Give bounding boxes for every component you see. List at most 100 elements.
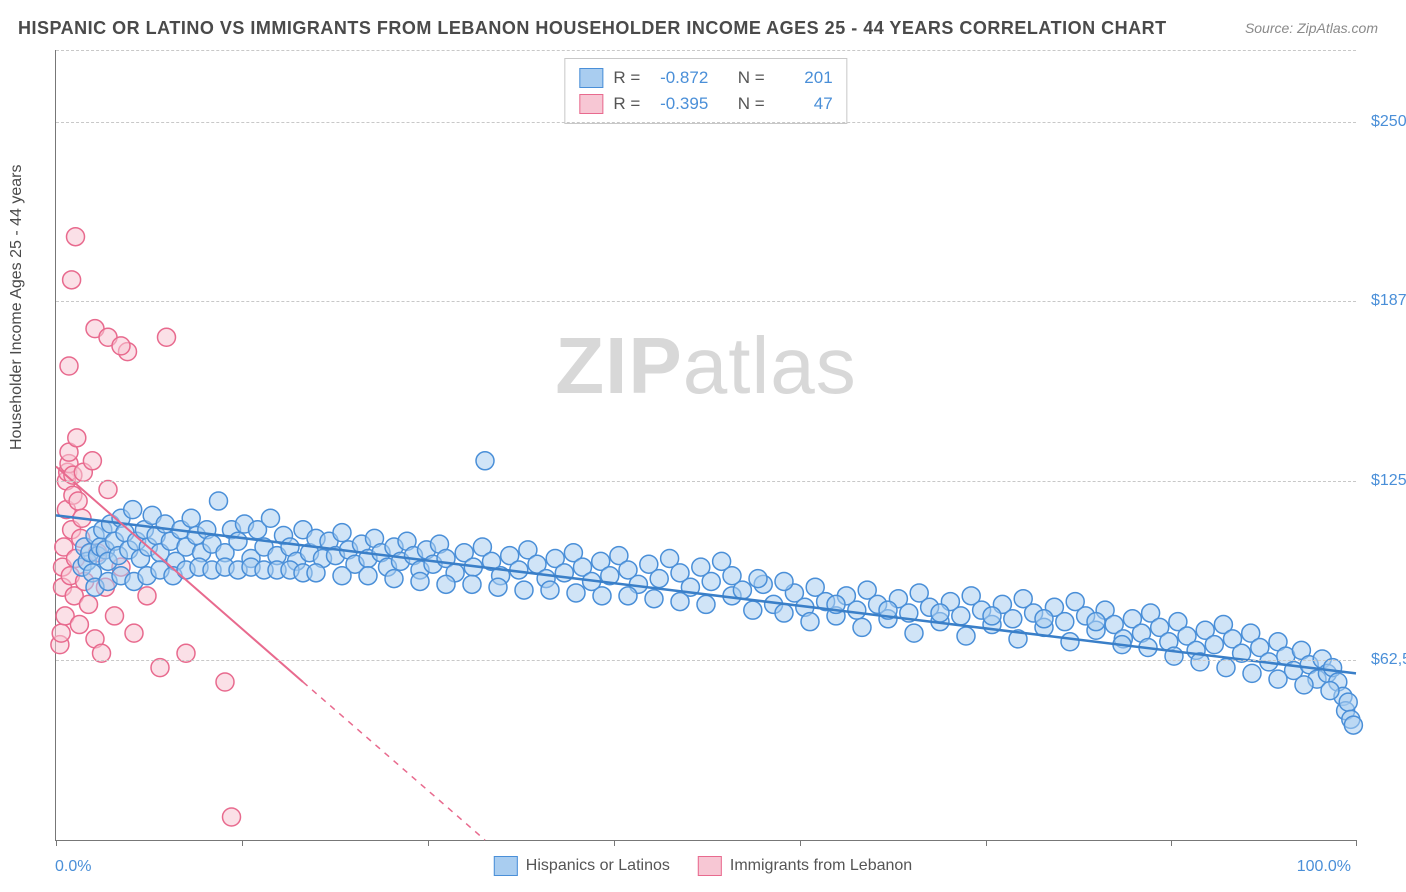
data-point — [1243, 664, 1261, 682]
y-axis-label: Householder Income Ages 25 - 44 years — [8, 165, 26, 451]
data-point — [749, 570, 767, 588]
data-point — [775, 572, 793, 590]
trend-line — [56, 515, 1356, 673]
scatter-svg — [56, 50, 1356, 840]
data-point — [210, 492, 228, 510]
data-point — [1344, 716, 1362, 734]
data-point — [1295, 676, 1313, 694]
data-point — [67, 228, 85, 246]
data-point — [182, 509, 200, 527]
data-point — [307, 564, 325, 582]
data-point — [952, 607, 970, 625]
legend-item: Immigrants from Lebanon — [698, 856, 912, 876]
source-attribution: Source: ZipAtlas.com — [1245, 20, 1378, 36]
y-tick-label: $187,500 — [1361, 292, 1406, 310]
x-tick — [1171, 840, 1172, 846]
data-point — [68, 429, 86, 447]
data-point — [650, 570, 668, 588]
data-point — [744, 601, 762, 619]
data-point — [106, 607, 124, 625]
legend-item: Hispanics or Latinos — [494, 856, 670, 876]
data-point — [489, 578, 507, 596]
data-point — [125, 624, 143, 642]
x-tick — [56, 840, 57, 846]
data-point — [957, 627, 975, 645]
gridline — [56, 301, 1356, 302]
x-tick — [986, 840, 987, 846]
data-point — [112, 337, 130, 355]
data-point — [702, 572, 720, 590]
data-point — [138, 587, 156, 605]
data-point — [983, 607, 1001, 625]
data-point — [229, 532, 247, 550]
data-point — [645, 590, 663, 608]
data-point — [52, 624, 70, 642]
x-tick — [614, 840, 615, 846]
legend-swatch — [698, 856, 722, 876]
data-point — [1004, 610, 1022, 628]
data-point — [619, 587, 637, 605]
data-point — [723, 567, 741, 585]
data-point — [1035, 610, 1053, 628]
data-point — [333, 524, 351, 542]
data-point — [60, 357, 78, 375]
data-point — [411, 572, 429, 590]
data-point — [853, 618, 871, 636]
data-point — [593, 587, 611, 605]
data-point — [1339, 693, 1357, 711]
data-point — [1061, 633, 1079, 651]
gridline — [56, 122, 1356, 123]
gridline — [56, 481, 1356, 482]
data-point — [697, 595, 715, 613]
data-point — [333, 567, 351, 585]
data-point — [262, 509, 280, 527]
data-point — [1087, 613, 1105, 631]
data-point — [385, 570, 403, 588]
x-tick — [1356, 840, 1357, 846]
y-tick-label: $62,500 — [1361, 651, 1406, 669]
data-point — [463, 575, 481, 593]
data-point — [63, 271, 81, 289]
data-point — [158, 328, 176, 346]
data-point — [671, 593, 689, 611]
data-point — [476, 452, 494, 470]
x-tick — [242, 840, 243, 846]
data-point — [124, 501, 142, 519]
y-tick-label: $250,000 — [1361, 113, 1406, 131]
x-tick — [800, 840, 801, 846]
y-tick-label: $125,000 — [1361, 472, 1406, 490]
data-point — [99, 481, 117, 499]
legend-label: Hispanics or Latinos — [526, 857, 670, 875]
data-point — [931, 604, 949, 622]
legend-swatch — [494, 856, 518, 876]
trend-line — [303, 682, 485, 840]
gridline — [56, 660, 1356, 661]
data-point — [1269, 670, 1287, 688]
data-point — [437, 575, 455, 593]
series-legend: Hispanics or Latinos Immigrants from Leba… — [494, 856, 912, 876]
data-point — [567, 584, 585, 602]
data-point — [216, 673, 234, 691]
data-point — [1321, 682, 1339, 700]
data-point — [848, 601, 866, 619]
data-point — [515, 581, 533, 599]
chart-title: HISPANIC OR LATINO VS IMMIGRANTS FROM LE… — [18, 18, 1167, 39]
data-point — [905, 624, 923, 642]
data-point — [83, 452, 101, 470]
data-point — [1056, 613, 1074, 631]
plot-area: ZIPatlas R =-0.872 N =201R =-0.395 N =47… — [55, 50, 1356, 841]
x-axis-max-label: 100.0% — [1297, 858, 1351, 876]
data-point — [70, 616, 88, 634]
data-point — [801, 613, 819, 631]
x-axis-min-label: 0.0% — [55, 858, 91, 876]
data-point — [223, 808, 241, 826]
data-point — [541, 581, 559, 599]
legend-label: Immigrants from Lebanon — [730, 857, 912, 875]
data-point — [1205, 636, 1223, 654]
data-point — [775, 604, 793, 622]
x-tick — [428, 840, 429, 846]
data-point — [80, 595, 98, 613]
data-point — [69, 492, 87, 510]
gridline — [56, 50, 1356, 51]
data-point — [359, 567, 377, 585]
